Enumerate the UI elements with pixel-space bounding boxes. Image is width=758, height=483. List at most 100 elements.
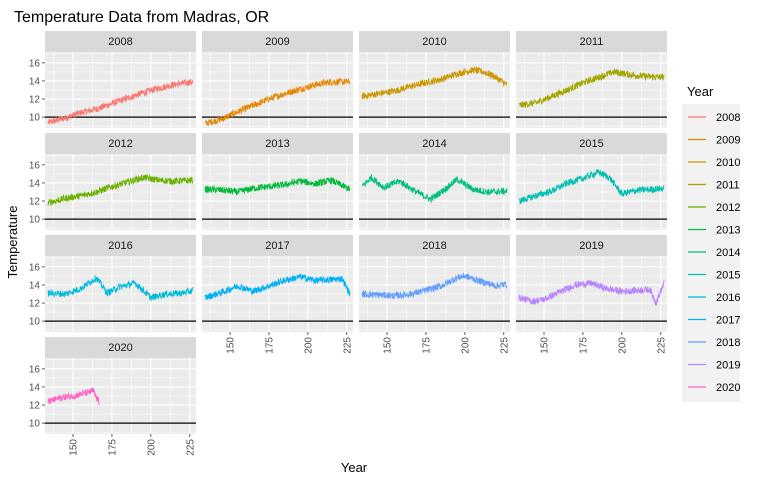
facet-strip bbox=[359, 133, 510, 154]
legend-title: Year bbox=[687, 84, 714, 99]
legend-label: 2008 bbox=[716, 112, 740, 124]
legend-item-2020: 2020 bbox=[688, 382, 740, 394]
legend-label: 2017 bbox=[716, 315, 740, 327]
x-tick-label: 150 bbox=[69, 439, 80, 456]
y-tick-label: 10 bbox=[29, 419, 41, 430]
series-line-2008 bbox=[47, 79, 194, 125]
facet-strip-label: 2016 bbox=[108, 240, 132, 252]
x-tick-label: 150 bbox=[226, 337, 237, 354]
y-axis-title: Temperature bbox=[5, 206, 20, 279]
y-tick-label: 12 bbox=[29, 197, 41, 208]
legend-label: 2009 bbox=[716, 135, 740, 147]
facet-panel-2008: 2008 10 12 14 16 bbox=[29, 31, 196, 128]
facet-strip-label: 2009 bbox=[265, 36, 289, 48]
y-tick-label: 14 bbox=[29, 178, 41, 189]
facet-panel-2009: 2009 bbox=[202, 31, 353, 128]
y-tick-label: 16 bbox=[29, 160, 41, 171]
facet-strip bbox=[359, 31, 510, 52]
facet-strip-label: 2008 bbox=[108, 36, 132, 48]
y-tick-label: 12 bbox=[29, 299, 41, 310]
legend-label: 2010 bbox=[716, 157, 740, 169]
facet-panel-2014: 2014 bbox=[359, 133, 510, 230]
facet-strip bbox=[359, 235, 510, 256]
y-tick-label: 14 bbox=[29, 76, 41, 87]
y-tick-label: 16 bbox=[29, 58, 41, 69]
y-tick-label: 14 bbox=[29, 280, 41, 291]
facet-strip bbox=[45, 31, 196, 52]
legend-item-2012: 2012 bbox=[688, 202, 740, 214]
legend-label: 2016 bbox=[716, 292, 740, 304]
x-tick-label: 200 bbox=[303, 337, 314, 354]
legend-item-2017: 2017 bbox=[688, 315, 740, 327]
x-tick-label: 225 bbox=[499, 337, 510, 354]
legend-items: 2008 2009 2010 2011 2012 2013 2014 2015 2016 2017… bbox=[688, 112, 740, 394]
y-tick-label: 10 bbox=[29, 113, 41, 124]
x-tick-label: 175 bbox=[107, 439, 118, 456]
legend-item-2016: 2016 bbox=[688, 292, 740, 304]
x-tick-label: 175 bbox=[421, 337, 432, 354]
facet-panels: 2008 10 12 14 16 2009 2010 2011 2012 10 12 14 16 2013… bbox=[29, 31, 667, 456]
series-line-2019 bbox=[518, 279, 665, 306]
legend-label: 2014 bbox=[716, 247, 740, 259]
facet-panel-2020: 2020 10 12 14 16 150 175 200 225 bbox=[29, 337, 196, 456]
facet-panel-2019: 2019 150 175 200 225 bbox=[516, 235, 667, 354]
facet-strip-label: 2011 bbox=[580, 36, 604, 48]
legend-item-2008: 2008 bbox=[688, 112, 740, 124]
series-line-2014 bbox=[361, 174, 508, 204]
y-tick-label: 10 bbox=[29, 215, 41, 226]
legend-background bbox=[682, 104, 740, 402]
facet-strip bbox=[202, 235, 353, 256]
series-line-2018 bbox=[361, 272, 508, 300]
facet-strip-label: 2013 bbox=[265, 138, 289, 150]
facet-panel-2017: 2017 150 175 200 225 bbox=[202, 235, 353, 354]
legend: Year 2008 2009 2010 2011 2012 2013 2014 2015 201… bbox=[682, 84, 740, 402]
facet-strip bbox=[516, 235, 667, 256]
facet-strip bbox=[45, 337, 196, 358]
x-axis-title: Year bbox=[341, 460, 368, 475]
series-line-2015 bbox=[518, 169, 665, 204]
facet-strip bbox=[45, 235, 196, 256]
facet-strip-label: 2012 bbox=[108, 138, 132, 150]
facet-panel-2018: 2018 150 175 200 225 bbox=[359, 235, 510, 354]
x-tick-label: 200 bbox=[617, 337, 628, 354]
facet-panel-2012: 2012 10 12 14 16 bbox=[29, 133, 196, 230]
series-line-2016 bbox=[47, 275, 194, 301]
facet-panel-2010: 2010 bbox=[359, 31, 510, 128]
legend-item-2014: 2014 bbox=[688, 247, 740, 259]
legend-label: 2013 bbox=[716, 225, 740, 237]
series-line-2012 bbox=[47, 173, 194, 206]
legend-label: 2019 bbox=[716, 360, 740, 372]
legend-label: 2015 bbox=[716, 270, 740, 282]
facet-strip bbox=[516, 133, 667, 154]
facet-strip-label: 2019 bbox=[579, 240, 603, 252]
legend-item-2009: 2009 bbox=[688, 135, 740, 147]
facet-panel-2016: 2016 10 12 14 16 bbox=[29, 235, 196, 332]
y-tick-label: 12 bbox=[29, 401, 41, 412]
facet-strip-label: 2014 bbox=[422, 138, 446, 150]
facet-strip-label: 2015 bbox=[579, 138, 603, 150]
y-tick-label: 10 bbox=[29, 317, 41, 328]
legend-item-2011: 2011 bbox=[688, 180, 740, 192]
facet-strip bbox=[202, 31, 353, 52]
legend-item-2013: 2013 bbox=[688, 225, 740, 237]
facet-strip-label: 2010 bbox=[422, 36, 446, 48]
x-tick-label: 225 bbox=[185, 439, 196, 456]
x-tick-label: 150 bbox=[383, 337, 394, 354]
facet-strip bbox=[45, 133, 196, 154]
y-tick-label: 12 bbox=[29, 95, 41, 106]
series-line-2020 bbox=[47, 387, 100, 406]
chart-title: Temperature Data from Madras, OR bbox=[14, 9, 269, 26]
facet-strip bbox=[516, 31, 667, 52]
x-tick-label: 200 bbox=[460, 337, 471, 354]
facet-strip-label: 2020 bbox=[108, 342, 132, 354]
facet-strip-label: 2017 bbox=[265, 240, 289, 252]
x-tick-label: 150 bbox=[540, 337, 551, 354]
series-line-2009 bbox=[204, 77, 351, 126]
series-line-2010 bbox=[361, 66, 508, 100]
series-line-2011 bbox=[519, 68, 665, 108]
y-tick-label: 16 bbox=[29, 364, 41, 375]
series-line-2013 bbox=[204, 177, 351, 196]
facet-panel-2013: 2013 bbox=[202, 133, 353, 230]
y-tick-label: 14 bbox=[29, 382, 41, 393]
x-tick-label: 200 bbox=[146, 439, 157, 456]
